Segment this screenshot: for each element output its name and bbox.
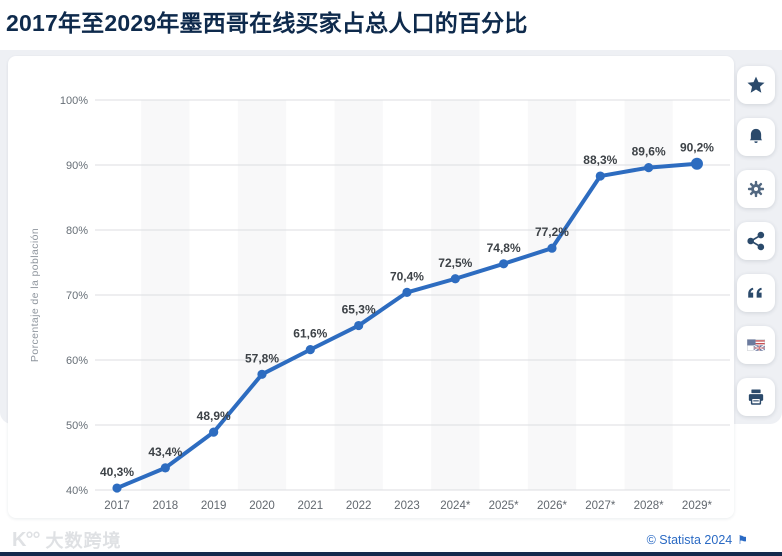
chart-card: 40% 50% 60% 70% 80% 90% 100% 2017 2018 2019 2020 20… [8,56,734,518]
bell-icon [745,126,767,148]
star-icon [745,74,767,96]
svg-text:2017: 2017 [104,500,130,512]
printer-icon [745,386,767,408]
flag-glyph-icon: ⚑ [737,533,748,547]
watermark-logo: K°° [12,528,40,551]
svg-text:2019: 2019 [201,500,227,512]
share-button[interactable] [737,222,775,260]
svg-text:2018: 2018 [153,500,179,512]
action-rail [737,66,775,416]
svg-text:50%: 50% [66,420,88,432]
svg-text:40,3%: 40,3% [100,465,134,479]
svg-text:2025*: 2025* [489,500,520,512]
page-title: 2017年至2029年墨西哥在线买家占总人口的百分比 [6,10,528,36]
svg-text:Porcentaje de la población: Porcentaje de la población [29,228,41,362]
svg-text:65,3%: 65,3% [342,303,376,317]
svg-text:2024*: 2024* [440,500,471,512]
svg-text:89,6%: 89,6% [632,145,666,159]
settings-button[interactable] [737,170,775,208]
svg-text:70%: 70% [66,290,88,302]
statista-credit-link[interactable]: © Statista 2024 ⚑ [647,533,748,547]
svg-text:88,3%: 88,3% [583,153,617,167]
svg-text:61,6%: 61,6% [293,327,327,341]
svg-text:48,9%: 48,9% [197,409,231,423]
svg-text:90%: 90% [66,160,88,172]
line-chart: 40% 50% 60% 70% 80% 90% 100% 2017 2018 2019 2020 20… [29,95,730,512]
svg-text:2028*: 2028* [634,500,665,512]
svg-text:57,8%: 57,8% [245,351,279,365]
favorite-button[interactable] [737,66,775,104]
watermark: K°° 大数跨境 [12,527,121,553]
statista-credit-label: © Statista 2024 [646,533,733,547]
print-button[interactable] [737,378,775,416]
language-button[interactable] [737,326,775,364]
svg-text:40%: 40% [66,485,88,497]
quote-icon [745,282,767,304]
svg-text:70,4%: 70,4% [390,269,424,283]
svg-text:90,2%: 90,2% [680,141,714,155]
svg-text:2023: 2023 [394,500,420,512]
svg-text:80%: 80% [66,225,88,237]
gear-icon [745,178,767,200]
svg-text:2029*: 2029* [682,500,713,512]
chart-header: 2017年至2029年墨西哥在线买家占总人口的百分比 [0,0,782,50]
bottom-strip [0,552,782,556]
alert-button[interactable] [737,118,775,156]
language-flag-icon [745,334,767,356]
svg-text:43,4%: 43,4% [148,445,182,459]
svg-text:2027*: 2027* [585,500,616,512]
citation-button[interactable] [737,274,775,312]
svg-text:77,2%: 77,2% [535,225,569,239]
svg-text:2020: 2020 [249,500,275,512]
svg-text:60%: 60% [66,355,88,367]
svg-text:2022: 2022 [346,500,372,512]
svg-text:2021: 2021 [298,500,324,512]
svg-text:2026*: 2026* [537,500,568,512]
svg-text:100%: 100% [60,95,88,107]
share-icon [745,230,767,252]
svg-text:72,5%: 72,5% [438,256,472,270]
svg-text:74,8%: 74,8% [487,241,521,255]
watermark-text: 大数跨境 [45,531,122,551]
